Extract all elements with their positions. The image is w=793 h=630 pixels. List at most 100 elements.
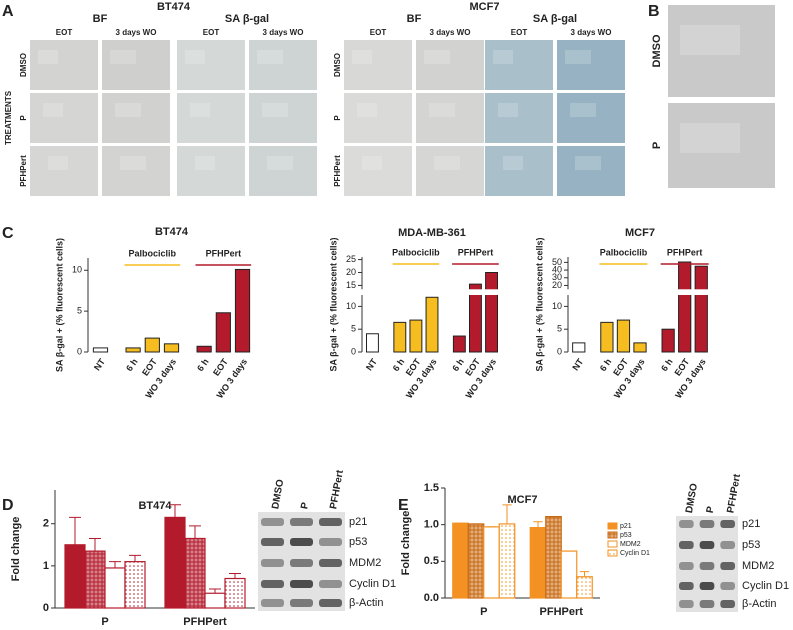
micrograph-texture	[262, 103, 288, 117]
axis-break	[356, 289, 502, 295]
micrograph	[344, 40, 412, 90]
micrograph	[557, 146, 625, 196]
micrograph	[177, 146, 245, 196]
blot-row-label: MDM2	[349, 557, 381, 569]
blot-band	[261, 599, 284, 607]
error-bar	[579, 571, 590, 577]
legend-swatch	[607, 531, 618, 539]
bar	[84, 550, 106, 609]
micrograph	[416, 146, 484, 196]
micrograph-texture	[352, 50, 372, 64]
stain-title: BF	[93, 13, 108, 25]
bar	[92, 347, 109, 353]
stain-title: SA β-gal	[533, 13, 577, 25]
bar	[164, 516, 186, 609]
micrograph	[177, 40, 245, 90]
micrograph-texture	[680, 25, 740, 55]
cell-line-title: MCF7	[470, 1, 500, 13]
y-axis-label: SA β-gal + (% fluorescent cells)	[534, 238, 544, 372]
micrograph	[485, 93, 553, 143]
micrograph-texture	[575, 156, 601, 170]
error-bar	[533, 521, 543, 528]
y-tick-label: 20	[346, 267, 356, 277]
timepoint-label: 3 days WO	[430, 28, 471, 37]
bar	[545, 515, 562, 599]
bar	[661, 328, 675, 353]
error-bar	[109, 561, 121, 568]
x-tick-label: NT	[92, 356, 107, 372]
blot-band	[720, 541, 735, 549]
micrograph-texture	[493, 50, 513, 64]
micrograph	[177, 93, 245, 143]
blot-band	[261, 559, 284, 567]
blot-row-label: p53	[742, 539, 760, 551]
micrograph	[102, 93, 170, 143]
micrograph-texture	[424, 50, 450, 64]
x-tick-label: PFHPert	[183, 616, 227, 628]
x-tick-label: NT	[570, 356, 585, 372]
bar	[498, 523, 516, 599]
y-tick-label: 5	[557, 324, 562, 334]
micrograph-texture	[503, 156, 523, 170]
bar	[409, 319, 423, 353]
y-tick-label: 2	[43, 518, 49, 530]
bar	[483, 526, 500, 599]
y-tick-label: 0	[557, 346, 562, 356]
blot-band	[319, 518, 342, 526]
micrograph	[30, 93, 98, 143]
y-tick-label: 1.0	[424, 519, 439, 531]
blot-lane-label: PFHPert	[328, 469, 346, 510]
stain-title: SA β-gal	[225, 13, 269, 25]
row-label: P	[19, 115, 28, 121]
group-label: PFHPert	[206, 248, 242, 258]
blot-band	[699, 600, 715, 608]
group-label: PFHPert	[667, 247, 703, 257]
y-tick-label: 50	[552, 257, 562, 267]
micrograph-texture	[680, 123, 740, 153]
stain-title: BF	[407, 13, 422, 25]
bar	[64, 544, 86, 609]
blot-band	[261, 538, 284, 546]
micrograph-texture	[185, 50, 205, 64]
bar	[204, 592, 226, 609]
micrograph	[344, 93, 412, 143]
bar	[366, 333, 379, 353]
row-label: P	[333, 115, 342, 121]
y-tick-label: 20	[552, 280, 562, 290]
blot-row-label: β-Actin	[742, 598, 776, 610]
y-tick-label: 0	[43, 602, 49, 614]
micrograph	[102, 40, 170, 90]
bar	[234, 268, 251, 353]
legend-label: p21	[620, 523, 632, 530]
micrograph-texture	[498, 103, 518, 117]
micrograph-texture	[570, 103, 596, 117]
x-tick-label: PFHPert	[540, 606, 584, 618]
timepoint-label: 3 days WO	[571, 28, 612, 37]
y-tick-label: 0	[351, 346, 356, 356]
micrograph-texture	[257, 50, 283, 64]
blot-band	[679, 600, 694, 608]
blot-band	[261, 580, 284, 588]
blot-lane-label: DMSO	[684, 482, 700, 514]
blot-lane-label: P	[705, 505, 717, 514]
panel-label: E	[398, 497, 409, 514]
axis-break	[562, 289, 712, 295]
blot-row-label: p21	[742, 518, 760, 530]
bar	[124, 561, 146, 609]
chart-title: BT474	[138, 500, 172, 512]
y-axis-label: Fold change	[400, 511, 412, 576]
micrograph	[102, 146, 170, 196]
legend-swatch	[607, 522, 618, 530]
bar	[144, 337, 160, 353]
blot-band	[720, 600, 735, 608]
blot-row-label: MDM2	[742, 560, 774, 572]
y-tick-label: 5	[351, 324, 356, 334]
y-tick-label: 40	[552, 264, 562, 274]
row-label: PFHPert	[333, 155, 342, 187]
blot-row-label: Cyclin D1	[742, 580, 789, 592]
legend-swatch	[607, 549, 618, 557]
blot-band	[720, 520, 735, 528]
panel-label: D	[2, 497, 14, 514]
micrograph	[557, 93, 625, 143]
